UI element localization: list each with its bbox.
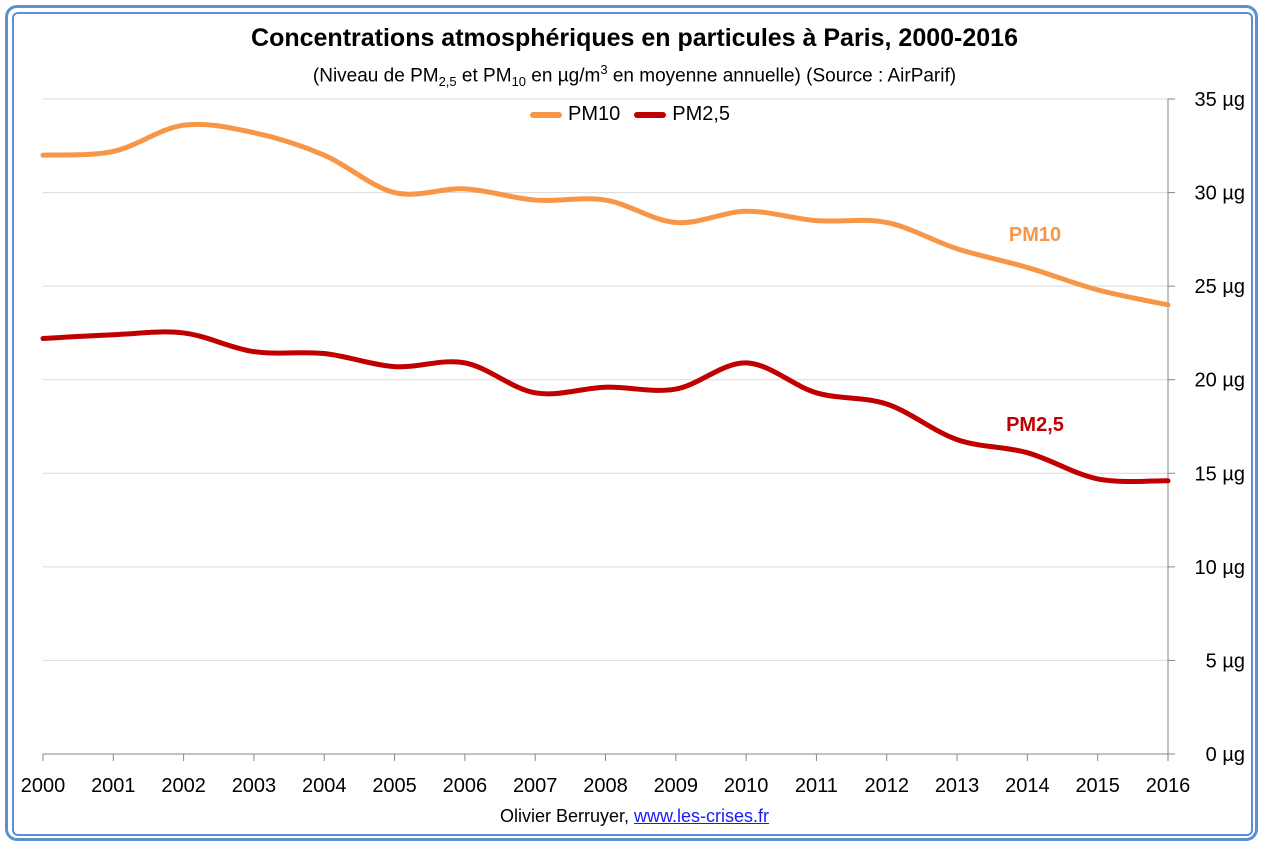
legend-label-pm10: PM10 (568, 103, 621, 125)
series-line-pm10 (40, 121, 1171, 308)
x-tick-label: 2006 (443, 775, 488, 797)
footer-author: Olivier Berruyer, (499, 806, 635, 826)
legend-item-pm25: PM2,5 (634, 103, 730, 126)
x-tick-label: 2011 (795, 775, 838, 797)
axes (42, 98, 1175, 761)
subtitle-prefix: (Niveau de PM (312, 65, 439, 87)
series-label-pm10: PM10 (1009, 224, 1061, 246)
x-tick-label: 2008 (583, 775, 628, 797)
y-tick-label: 10 µg (1195, 557, 1245, 579)
subtitle-mid2: en µg/m (526, 65, 601, 87)
subtitle-sub-pm25: 2,5 (438, 74, 457, 90)
subtitle-mid1: et PM (456, 65, 512, 87)
chart-footer: Olivier Berruyer, www.les-crises.fr (0, 806, 1269, 827)
x-tick-label: 2014 (1005, 775, 1050, 797)
x-tick-label: 2002 (161, 775, 206, 797)
series-lines (40, 121, 1171, 485)
y-tick-label: 30 µg (1195, 183, 1245, 205)
y-tick-label: 5 µg (1206, 650, 1245, 672)
x-tick-label: 2009 (654, 775, 699, 797)
y-tick-label: 25 µg (1195, 276, 1245, 298)
grid-lines (43, 98, 1168, 661)
tick-labels: 0 µg 5 µg 10 µg 15 µg 20 µg 25 µg 30 µg 35 µg 20… (21, 89, 1245, 797)
legend-swatch-pm25 (634, 111, 667, 118)
y-tick-label: 0 µg (1206, 744, 1245, 766)
footer-link[interactable]: www.les-crises.fr (634, 806, 770, 826)
y-tick-label: 20 µg (1195, 370, 1245, 392)
y-tick-label: 15 µg (1195, 463, 1245, 485)
x-tick-label: 2012 (865, 775, 910, 797)
x-tick-label: 2013 (935, 775, 980, 797)
x-tick-label: 2007 (513, 775, 558, 797)
series-label-pm25: PM2,5 (1006, 414, 1064, 436)
x-tick-label: 2005 (372, 775, 417, 797)
y-tick-label: 35 µg (1195, 89, 1245, 111)
subtitle-suffix: en moyenne annuelle) (Source : AirParif) (607, 65, 957, 87)
x-tick-label: 2001 (91, 775, 136, 797)
outer-frame (5, 5, 1258, 841)
x-tick-label: 2016 (1146, 775, 1191, 797)
subtitle-sub-pm10: 10 (511, 74, 527, 90)
inner-frame (12, 12, 1253, 836)
legend-item-pm10: PM10 (530, 103, 620, 126)
series-line-pm25 (40, 329, 1171, 485)
x-tick-label: 2015 (1075, 775, 1120, 797)
subtitle-sup: 3 (600, 62, 608, 77)
x-tick-label: 2003 (232, 775, 277, 797)
chart-title: Concentrations atmosphériques en particu… (251, 24, 1018, 52)
x-tick-label: 2004 (302, 775, 347, 797)
x-tick-label: 2010 (724, 775, 769, 797)
x-tick-label: 2000 (21, 775, 66, 797)
chart-subtitle: (Niveau de PM2,5 et PM10 en µg/m3 en moy… (0, 62, 1269, 89)
legend-swatch-pm10 (530, 111, 562, 118)
chart-legend: PM10 PM2,5 (530, 103, 744, 126)
legend-label-pm25: PM2,5 (672, 103, 731, 125)
